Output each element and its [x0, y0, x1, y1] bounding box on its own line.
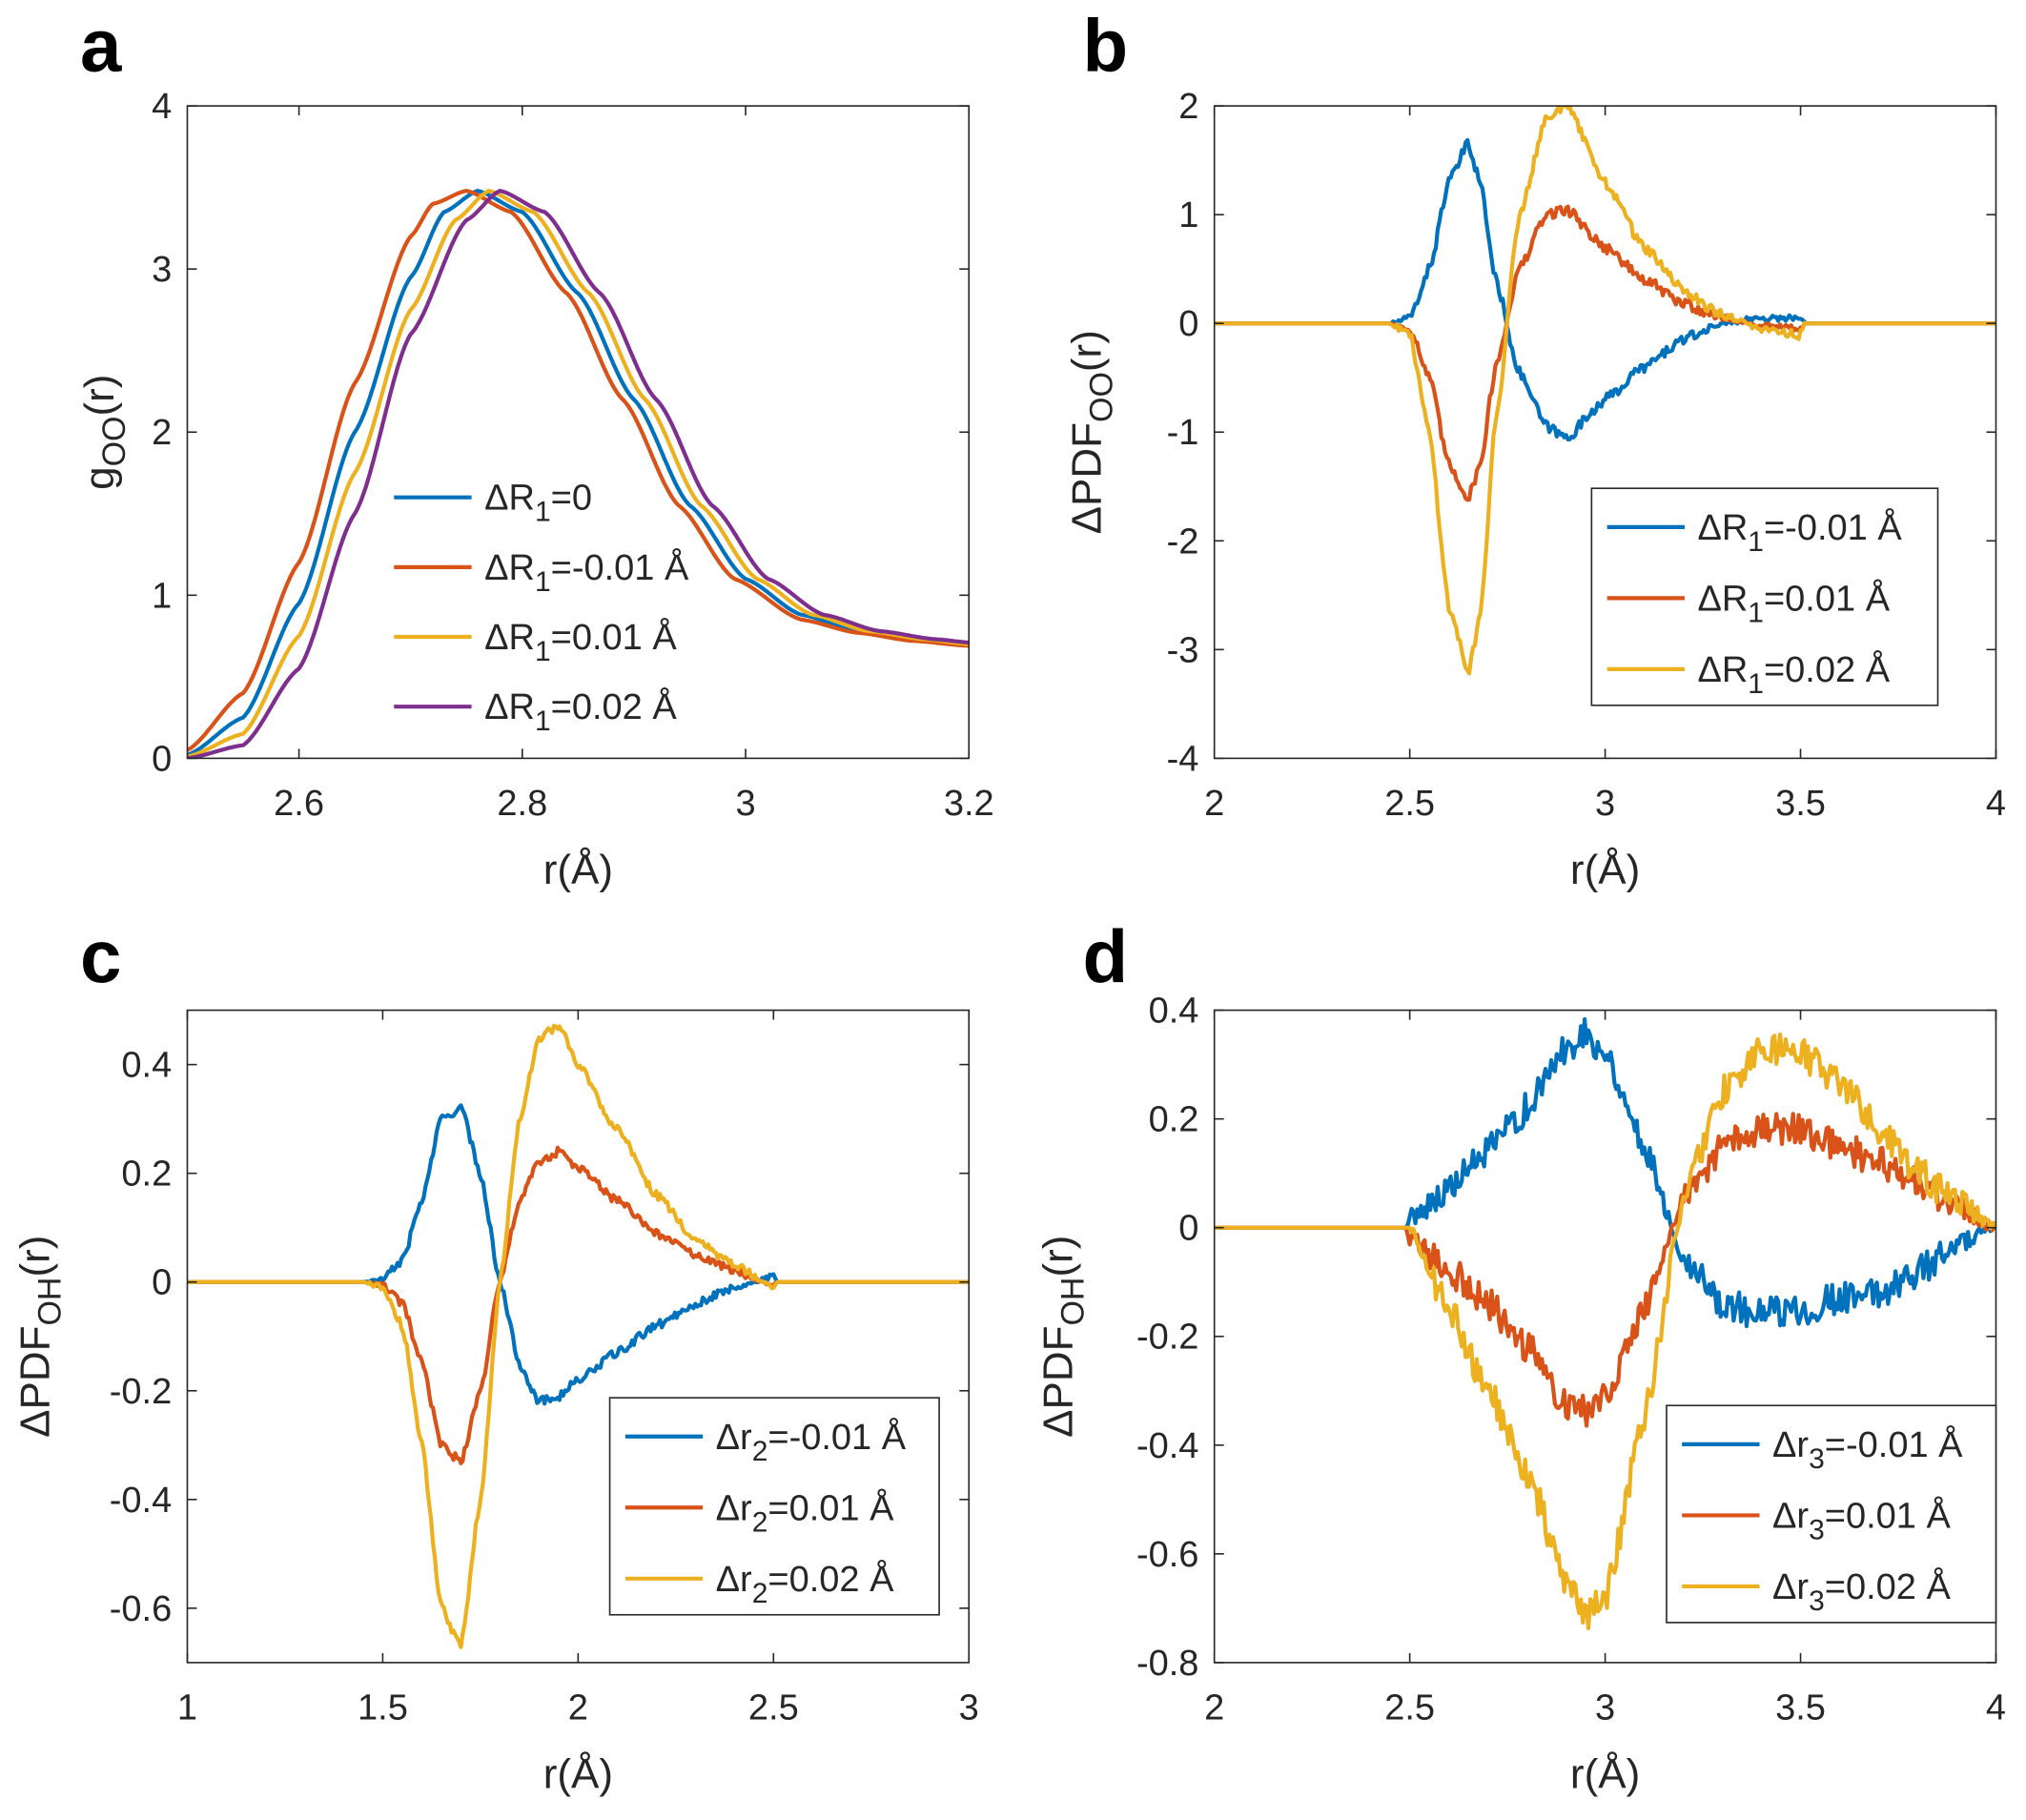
y-tick-label: 0: [1178, 1209, 1198, 1249]
x-tick-label: 2: [568, 1688, 588, 1728]
x-tick-label: 2: [1204, 784, 1224, 824]
x-tick-label: 2.6: [274, 784, 324, 824]
legend-label: ΔR1=0.02 Å: [484, 685, 677, 737]
y-tick-label: -0.8: [1136, 1644, 1198, 1684]
y-axis-label: gOO(r): [76, 375, 133, 490]
y-tick-label: 0: [152, 739, 172, 779]
y-tick-label: -0.2: [1136, 1318, 1198, 1358]
y-tick-label: 1: [1178, 195, 1198, 235]
y-axis-label: ΔPDFOH(r): [11, 1236, 68, 1438]
x-tick-label: 3.5: [1775, 784, 1826, 824]
y-axis-label-tail: (r): [11, 1236, 58, 1278]
panel-letter-a: a: [80, 4, 122, 88]
legend-label: ΔR1=0.01 Å: [484, 616, 677, 667]
legend-label: ΔR1=0.02 Å: [1697, 648, 1890, 700]
legend: ΔR1=0 ΔR1=-0.01 Å ΔR1=0.01 Å ΔR1=0.02 Å: [394, 479, 689, 737]
x-axis-label: r(Å): [543, 847, 613, 893]
x-tick-label: 3: [1595, 784, 1615, 824]
y-tick-label: 4: [152, 87, 172, 127]
y-axis-label-tail: (r): [1035, 1236, 1082, 1278]
x-axis-label: r(Å): [1570, 1750, 1640, 1797]
legend-label: ΔR1=-0.01 Å: [484, 546, 689, 598]
y-axis-label: ΔPDFOH(r): [1035, 1236, 1092, 1438]
x-tick-label: 2.5: [748, 1688, 799, 1728]
x-tick-label: 3.2: [944, 784, 994, 824]
x-tick-label: 2.5: [1384, 1688, 1435, 1728]
y-tick-label: 0.2: [121, 1155, 172, 1195]
y-tick-label: -0.2: [110, 1372, 172, 1412]
x-axis-label: r(Å): [1570, 847, 1640, 893]
series-line-a-0: [187, 189, 970, 757]
y-axis-label-base: ΔPDF: [11, 1326, 58, 1438]
y-axis-label-base: g: [76, 466, 123, 489]
y-axis-label-base: ΔPDF: [1063, 422, 1110, 534]
legend-label: ΔR1=-0.01 Å: [1697, 506, 1902, 558]
legend-label: Δr2=0.02 Å: [716, 1558, 894, 1609]
y-tick-label: 0.4: [121, 1046, 172, 1086]
y-axis-label-sub: OO: [1083, 372, 1119, 422]
y-tick-label: 2: [152, 413, 172, 453]
legend: ΔR1=-0.01 Å ΔR1=0.01 Å ΔR1=0.02 Å: [1590, 487, 1939, 706]
legend: Δr3=-0.01 Å Δr3=0.01 Å Δr3=0.02 Å: [1666, 1404, 1997, 1624]
y-axis-label-tail: (r): [1063, 330, 1110, 372]
x-tick-label: 3: [735, 784, 755, 824]
series-line-b-2: [1214, 106, 1996, 676]
y-axis-label-sub: OH: [31, 1278, 68, 1326]
series-line-a-1: [187, 189, 970, 752]
x-tick-label: 2: [1204, 1688, 1224, 1728]
y-tick-label: -0.4: [1136, 1426, 1198, 1466]
y-axis-label-sub: OO: [96, 417, 133, 467]
y-tick-label: 0.2: [1149, 1100, 1199, 1140]
legend-label: Δr2=-0.01 Å: [716, 1416, 907, 1467]
panel-letter-d: d: [1082, 914, 1128, 998]
panel-b: b 2 2.5 3 3.5 4 -4 -3 -2 -1 0 1 2 r(Å) ΔPDFOO(r) ΔR1=-0…: [1063, 4, 2006, 893]
x-tick-label: 3: [959, 1688, 979, 1728]
y-tick-label: 1: [152, 576, 172, 616]
y-tick-label: -4: [1167, 739, 1199, 779]
y-tick-label: -3: [1167, 630, 1199, 670]
y-axis-label-tail: (r): [76, 375, 123, 417]
y-tick-label: 0.4: [1149, 992, 1199, 1032]
panel-d: d 2 2.5 3 3.5 4 -0.8 -0.6 -0.4 -0.2 0 0.2 0.4 r(Å) ΔPD…: [1035, 914, 2006, 1798]
y-tick-label: 3: [152, 250, 172, 290]
y-axis-label: ΔPDFOO(r): [1063, 330, 1119, 534]
x-tick-label: 3: [1595, 1688, 1615, 1728]
panel-letter-b: b: [1082, 4, 1128, 88]
x-tick-label: 2.8: [497, 784, 547, 824]
y-tick-label: -2: [1167, 521, 1199, 562]
legend-label: Δr3=-0.01 Å: [1772, 1423, 1963, 1475]
legend-label: Δr3=0.02 Å: [1772, 1565, 1951, 1617]
series-line-a-2: [187, 189, 970, 759]
y-axis-label-base: ΔPDF: [1035, 1326, 1082, 1438]
legend-label: ΔR1=0.01 Å: [1697, 577, 1890, 628]
legend-label: Δr2=0.01 Å: [716, 1486, 894, 1538]
x-tick-label: 1.5: [358, 1688, 408, 1728]
legend-label: ΔR1=0: [484, 479, 592, 528]
plot-area: [187, 106, 970, 759]
legend: Δr2=-0.01 Å Δr2=0.01 Å Δr2=0.02 Å: [608, 1397, 940, 1616]
y-tick-label: 2: [1178, 87, 1198, 127]
x-axis-label: r(Å): [543, 1750, 613, 1797]
y-tick-label: -0.4: [110, 1481, 172, 1521]
series-line-c-2: [187, 1023, 970, 1649]
x-tick-label: 2.5: [1384, 784, 1435, 824]
y-axis-label-sub: OH: [1055, 1278, 1092, 1326]
panel-c: c 1 1.5 2 2.5 3 -0.6 -0.4 -0.2 0 0.2 0.4 r(Å) ΔPDFOH(…: [11, 914, 978, 1798]
y-tick-label: -1: [1167, 413, 1199, 453]
legend-label: Δr3=0.01 Å: [1772, 1494, 1951, 1545]
y-tick-label: 0: [152, 1263, 172, 1303]
y-tick-label: -0.6: [1136, 1535, 1198, 1575]
y-tick-label: -0.6: [110, 1589, 172, 1629]
x-tick-label: 1: [177, 1688, 197, 1728]
x-tick-label: 4: [1986, 784, 2006, 824]
x-tick-label: 4: [1986, 1688, 2006, 1728]
x-tick-label: 3.5: [1775, 1688, 1826, 1728]
y-tick-label: 0: [1178, 304, 1198, 344]
series-line-d-2: [1214, 1033, 1996, 1630]
series-line-a-3: [187, 189, 970, 759]
panel-a: a 2.6 2.8 3 3.2 0 1 2 3 4 r(Å) gOO(r) ΔR1=0 ΔR1=-0.01…: [76, 4, 993, 893]
panel-letter-c: c: [80, 914, 121, 998]
